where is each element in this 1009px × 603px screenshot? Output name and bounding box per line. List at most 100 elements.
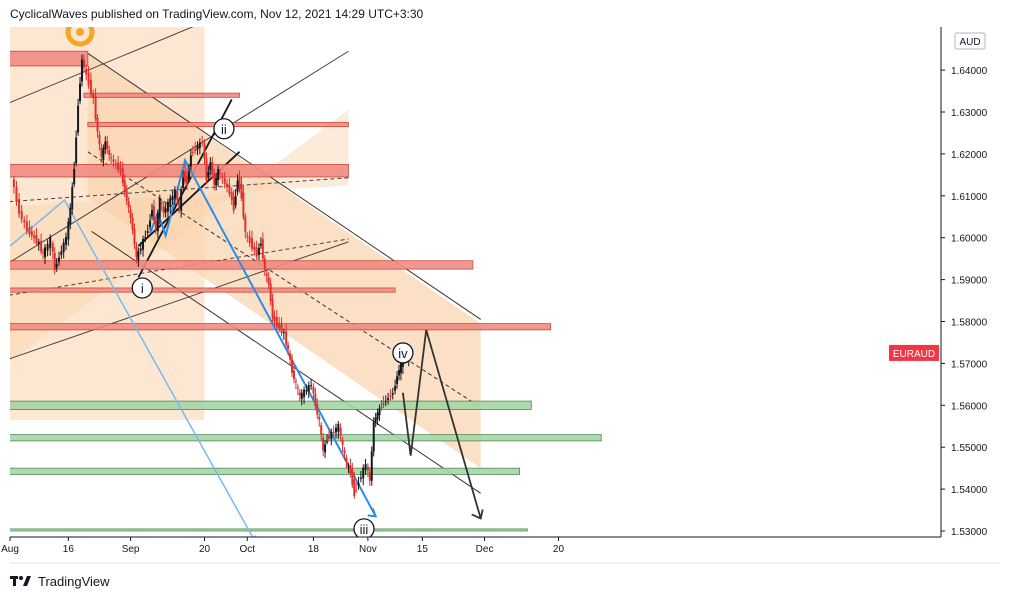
candle-body [82,59,85,68]
candle-body [355,489,358,491]
candle-body [230,191,233,200]
wave-label-marker [353,518,375,537]
candle-body [244,216,247,232]
candle-body [384,400,387,402]
candle-body [102,148,105,160]
time-tick-label: 18 [308,544,320,555]
candle-body [89,79,92,95]
candle-body [194,148,197,152]
candle-body [273,316,276,322]
candle-body [201,142,204,144]
candle-body [154,220,157,228]
candle-body [123,180,126,193]
candle-body [364,463,367,470]
candle-body [334,427,337,433]
candle-body [226,183,229,188]
candle-body [146,231,149,233]
price-tick-label: 1.58000 [951,318,988,329]
candle-body [396,376,399,384]
trend-line [10,50,349,263]
candle-body [158,197,161,218]
candle-body [40,240,43,252]
candle-body [316,404,319,415]
wave-label-iii: iii [360,522,369,537]
candle-body [25,221,28,232]
candle-body [127,201,130,208]
candle-body [322,437,325,451]
price-tick-label: 1.59000 [951,276,988,287]
candle-body [374,417,377,423]
candle-body [182,177,185,188]
candle-body [259,243,262,246]
candle-body [359,477,362,479]
candle-body [398,370,400,376]
candle-body [228,184,231,194]
candle-body [131,218,134,230]
wave-label-ii: ii [221,122,227,137]
candle-body [368,472,371,481]
wave-label-marker [213,118,235,140]
candle-body [349,465,352,475]
candle-body [77,105,80,133]
candle-body [310,385,313,387]
projection-arrowhead [471,509,484,520]
candle-body [357,482,360,486]
trend-line [87,151,481,408]
candle-body [110,157,113,159]
footer-brand[interactable]: TradingView [10,572,110,590]
price-tick-label: 1.54000 [951,485,988,496]
price-tick-label: 1.56000 [951,401,988,412]
top-marker-dot [76,28,85,36]
candle-body [135,245,138,258]
candle-body [23,220,26,223]
candle-body [166,201,169,212]
candle-body [18,199,21,214]
candle-body [253,246,256,250]
candle-body [62,242,65,253]
projection-path [401,329,482,519]
candle-body [137,251,140,261]
candle-body [79,83,82,102]
candle-body [300,392,303,399]
tradingview-logo-icon [10,575,32,587]
candle-body [307,385,310,392]
time-tick-label: Aug [1,544,19,555]
candle-body [232,197,235,211]
candle-body [178,202,181,207]
candle-body [389,395,392,397]
candle-body [261,239,264,259]
price-tick-label: 1.64000 [951,66,988,77]
candle-body [60,251,63,255]
candle-body [287,344,290,349]
candle-body [169,197,172,207]
candle-body [285,331,288,345]
price-tick-label: 1.62000 [951,150,988,161]
candle-body [117,162,120,170]
candle-body [35,234,38,244]
candle-body [164,208,167,213]
candle-body [176,191,179,201]
candle-body [12,179,15,188]
candle-body [347,466,350,468]
green-zone [10,434,602,442]
candle-body [278,322,281,329]
candle-body [271,299,274,319]
candle-body [142,238,145,250]
candle-body [119,166,122,172]
candle-body [160,202,163,205]
candle-body [37,241,40,244]
candle-body [399,360,402,374]
candle-body [343,450,346,454]
candle-body [246,235,249,237]
candle-body [65,237,68,245]
candle-body [380,406,383,408]
candle-body [173,189,176,199]
candle-body [133,228,136,245]
candle-body [291,360,294,373]
symbol-badge-label: EURAUD [893,349,935,360]
candle-body [196,145,199,150]
candle-body [207,171,210,178]
